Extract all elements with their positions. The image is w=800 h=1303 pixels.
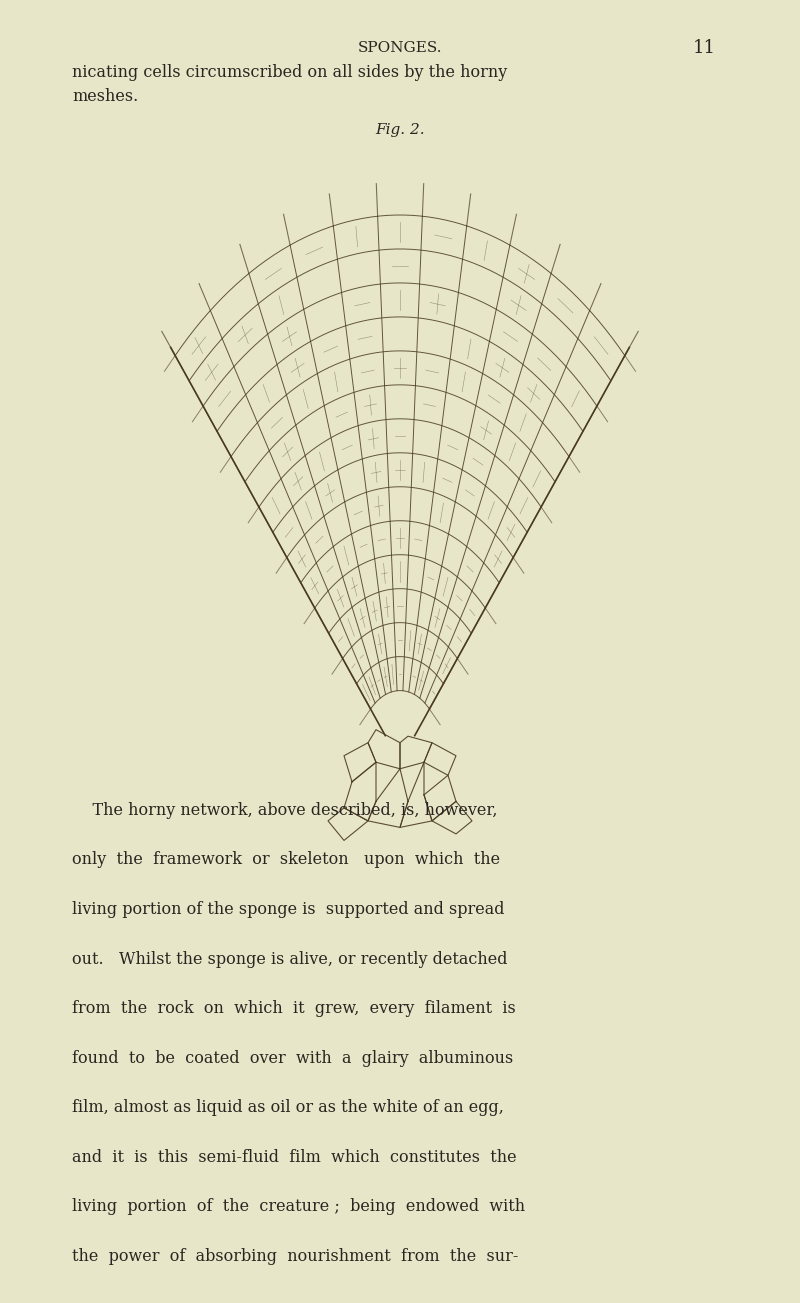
Text: Fig. 2.: Fig. 2. (375, 124, 425, 137)
Text: found  to  be  coated  over  with  a  glairy  albuminous: found to be coated over with a glairy al… (72, 1049, 514, 1067)
Text: the  power  of  absorbing  nourishment  from  the  sur-: the power of absorbing nourishment from … (72, 1247, 518, 1265)
Text: film, almost as liquid as oil or as the white of an egg,: film, almost as liquid as oil or as the … (72, 1098, 504, 1117)
Text: out.   Whilst the sponge is alive, or recently detached: out. Whilst the sponge is alive, or rece… (72, 950, 507, 968)
Text: living portion of the sponge is  supported and spread: living portion of the sponge is supporte… (72, 900, 505, 919)
Text: living  portion  of  the  creature ;  being  endowed  with: living portion of the creature ; being e… (72, 1197, 525, 1216)
Text: meshes.: meshes. (72, 87, 138, 106)
Text: only  the  framework  or  skeleton   upon  which  the: only the framework or skeleton upon whic… (72, 851, 500, 869)
Text: The horny network, above described, is, however,: The horny network, above described, is, … (72, 801, 498, 820)
Text: from  the  rock  on  which  it  grew,  every  filament  is: from the rock on which it grew, every fi… (72, 999, 516, 1018)
Text: nicating cells circumscribed on all sides by the horny: nicating cells circumscribed on all side… (72, 64, 507, 82)
Text: 11: 11 (693, 39, 715, 57)
Text: and  it  is  this  semi-fluid  film  which  constitutes  the: and it is this semi-fluid film which con… (72, 1148, 517, 1166)
Text: SPONGES.: SPONGES. (358, 42, 442, 55)
